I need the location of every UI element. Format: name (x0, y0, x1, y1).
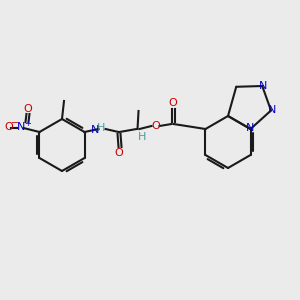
Text: O: O (23, 104, 32, 114)
Text: N: N (259, 81, 267, 91)
Text: N: N (268, 106, 276, 116)
Text: N: N (246, 123, 255, 133)
Text: +: + (25, 118, 32, 127)
Text: O: O (114, 148, 123, 158)
Text: −: − (11, 118, 20, 128)
Text: N: N (17, 122, 26, 132)
Text: O: O (4, 122, 13, 132)
Text: O: O (151, 121, 160, 131)
Text: O: O (168, 98, 177, 108)
Text: N: N (91, 125, 100, 135)
Text: H: H (138, 132, 147, 142)
Text: H: H (97, 123, 106, 133)
